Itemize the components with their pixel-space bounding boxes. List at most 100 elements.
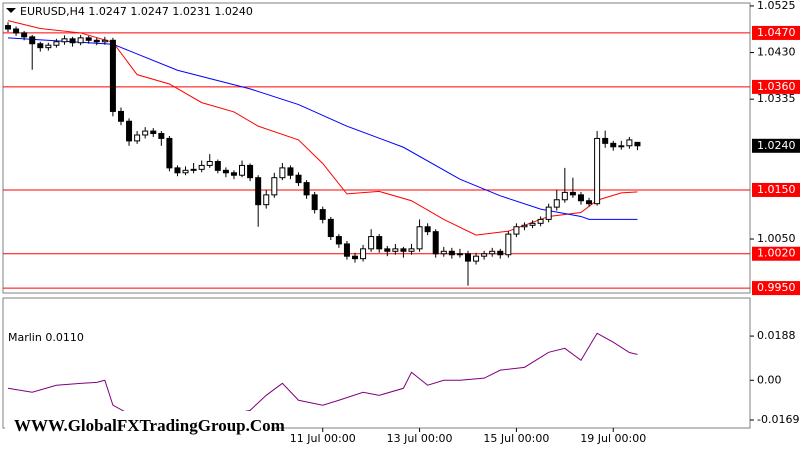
candle-body: [602, 137, 609, 144]
candle-body: [521, 224, 528, 228]
candle-body: [77, 37, 84, 44]
candle-body: [634, 141, 641, 147]
candle-body: [198, 164, 205, 170]
candle-body: [247, 164, 254, 179]
candle-body: [626, 139, 633, 147]
candle-body: [117, 110, 124, 122]
candle-body: [416, 226, 423, 250]
candle-body: [473, 255, 480, 262]
indicator-plot: [7, 332, 638, 421]
candle-body: [37, 43, 44, 49]
y-tick-label: 1.0525: [757, 0, 796, 12]
candle-body: [343, 243, 350, 257]
y-tick-label: 0.00: [757, 373, 782, 386]
candle-body: [255, 177, 262, 206]
candle-body: [561, 191, 568, 201]
candle-body: [85, 37, 92, 41]
candle-body: [400, 248, 407, 252]
candle-body: [150, 130, 157, 135]
candle-body: [408, 248, 415, 252]
candle-body: [174, 167, 181, 174]
indicator-line: [7, 20, 638, 236]
candle-body: [93, 39, 100, 43]
indicator-line: [7, 332, 638, 421]
candle-body: [610, 142, 617, 148]
candle-body: [368, 236, 375, 250]
candle-body: [327, 218, 334, 238]
y-tick-label: -0.0169: [757, 413, 799, 426]
x-tick-label: 13 Jul 00:00: [387, 432, 453, 445]
level-label: 0.9950: [757, 281, 796, 294]
candle-body: [166, 137, 173, 169]
level-label: 1.0360: [757, 80, 796, 93]
x-tick-label: 11 Jul 00:00: [290, 432, 356, 445]
candle-body: [214, 160, 221, 171]
candle-body: [489, 250, 496, 255]
candle-body: [158, 133, 165, 139]
candle-body: [335, 236, 342, 245]
candle-body: [239, 164, 246, 176]
candle-body: [464, 253, 471, 262]
indicator-title: Marlin 0.0110: [8, 331, 84, 344]
candle-body: [529, 222, 536, 226]
candle-body: [61, 38, 68, 43]
y-tick-label: 1.0050: [757, 232, 796, 245]
candle-body: [271, 177, 278, 196]
candle-body: [497, 250, 504, 256]
level-label-box: [752, 281, 800, 296]
y-tick-label: 1.0335: [757, 92, 796, 105]
indicator-panel-frame: [2, 297, 751, 429]
candle-body: [45, 44, 52, 49]
candle-body: [142, 130, 149, 136]
candle-body: [505, 233, 512, 256]
level-label-box: [752, 246, 800, 261]
y-tick-label: 1.0430: [757, 46, 796, 59]
level-label: 1.0150: [757, 183, 796, 196]
candle-body: [569, 191, 576, 196]
candle-body: [109, 39, 116, 112]
candle-body: [222, 169, 229, 174]
candle-body: [553, 199, 560, 208]
x-tick-label: 15 Jul 00:00: [483, 432, 549, 445]
candle-body: [13, 28, 20, 34]
candle-body: [295, 174, 302, 184]
candle-body: [263, 194, 270, 206]
candle-body: [190, 168, 197, 171]
candle-body: [287, 167, 294, 176]
candle-body: [360, 248, 367, 260]
candle-body: [182, 169, 189, 174]
candle-body: [432, 231, 439, 255]
candle-body: [134, 134, 141, 142]
candle-body: [21, 32, 28, 38]
candle-body: [456, 253, 463, 256]
symbol-title: EURUSD,H4 1.0247 1.0247 1.0231 1.0240: [20, 5, 253, 18]
candle-body: [586, 200, 593, 205]
level-label: 1.0020: [757, 247, 796, 260]
candle-body: [392, 248, 399, 252]
last-price-box: [752, 138, 800, 153]
candle-body: [303, 182, 310, 196]
dropdown-icon[interactable]: [6, 8, 16, 13]
candle-body: [69, 38, 76, 44]
candle-body: [5, 25, 11, 30]
candle-body: [481, 253, 488, 257]
candle-body: [448, 250, 455, 256]
candle-body: [537, 218, 544, 224]
candle-body: [319, 209, 326, 220]
candle-body: [53, 41, 60, 46]
last-price-label: 1.0240: [757, 139, 796, 152]
candle-body: [440, 250, 447, 255]
candle-body: [206, 160, 213, 166]
candle-body: [311, 194, 318, 211]
level-label-box: [752, 25, 800, 40]
watermark: WWW.GlobalFXTradingGroup.Com: [14, 416, 285, 435]
candle-body: [376, 236, 383, 250]
indicator-line: [7, 37, 638, 220]
x-tick-label: 19 Jul 00:00: [580, 432, 646, 445]
main-panel-frame: [2, 2, 751, 294]
level-label-box: [752, 79, 800, 94]
candle-body: [29, 36, 36, 45]
candle-body: [384, 248, 391, 252]
